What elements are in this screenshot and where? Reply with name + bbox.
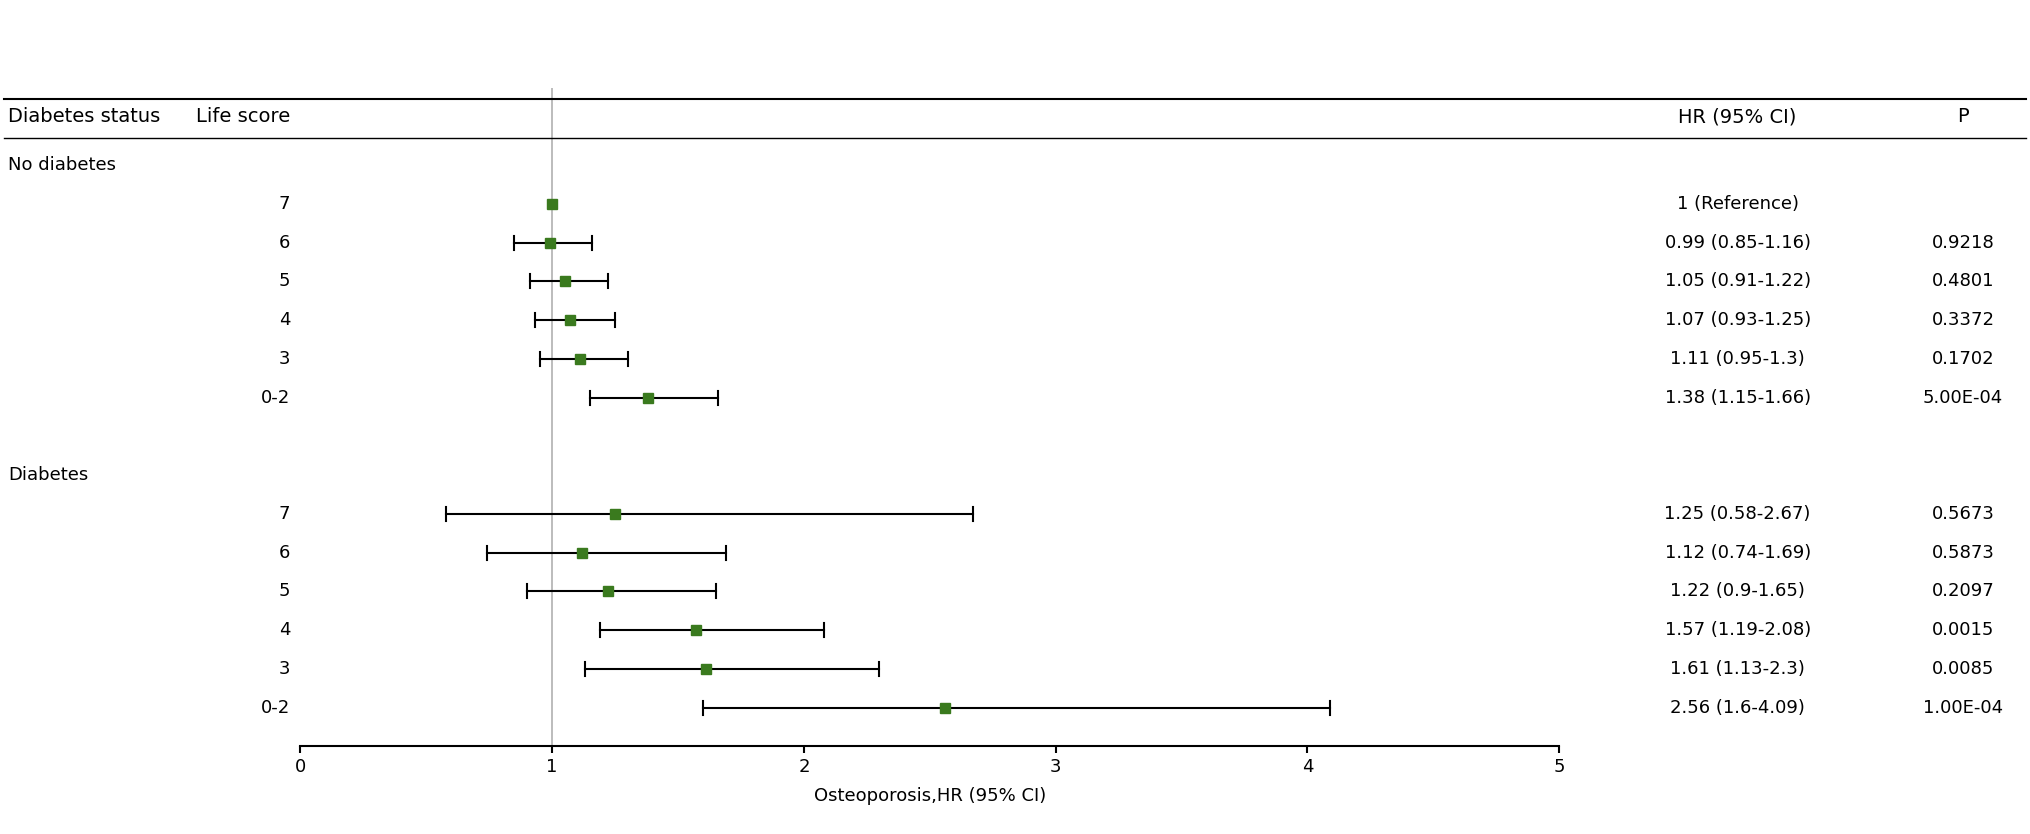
Text: 7: 7 <box>278 505 290 523</box>
Text: 3: 3 <box>278 660 290 678</box>
Text: 1.12 (0.74-1.69): 1.12 (0.74-1.69) <box>1665 544 1811 561</box>
Text: 0-2: 0-2 <box>262 699 290 716</box>
Text: 0-2: 0-2 <box>262 389 290 407</box>
Text: 3: 3 <box>278 350 290 368</box>
Text: 1.61 (1.13-2.3): 1.61 (1.13-2.3) <box>1671 660 1805 678</box>
Text: Diabetes: Diabetes <box>8 466 89 484</box>
Text: HR (95% CI): HR (95% CI) <box>1679 107 1797 126</box>
Text: 0.4801: 0.4801 <box>1933 273 1993 290</box>
Text: 1.22 (0.9-1.65): 1.22 (0.9-1.65) <box>1671 582 1805 600</box>
Text: 1.25 (0.58-2.67): 1.25 (0.58-2.67) <box>1665 505 1811 523</box>
Text: 1.05 (0.91-1.22): 1.05 (0.91-1.22) <box>1665 273 1811 290</box>
Text: 0.0085: 0.0085 <box>1933 660 1993 678</box>
Text: 1.57 (1.19-2.08): 1.57 (1.19-2.08) <box>1665 621 1811 639</box>
Text: 0.5673: 0.5673 <box>1933 505 1993 523</box>
Text: 6: 6 <box>278 544 290 561</box>
Text: 5.00E-04: 5.00E-04 <box>1922 389 2004 407</box>
Text: 0.9218: 0.9218 <box>1933 234 1993 252</box>
X-axis label: Osteoporosis,HR (95% CI): Osteoporosis,HR (95% CI) <box>814 787 1045 806</box>
Text: P: P <box>1957 107 1969 126</box>
Text: 5: 5 <box>278 582 290 600</box>
Text: 6: 6 <box>278 234 290 252</box>
Text: 5: 5 <box>278 273 290 290</box>
Text: 1.38 (1.15-1.66): 1.38 (1.15-1.66) <box>1665 389 1811 407</box>
Text: 7: 7 <box>278 195 290 213</box>
Text: 1.00E-04: 1.00E-04 <box>1922 699 2004 716</box>
Text: 4: 4 <box>278 621 290 639</box>
Text: No diabetes: No diabetes <box>8 156 116 174</box>
Text: 0.99 (0.85-1.16): 0.99 (0.85-1.16) <box>1665 234 1811 252</box>
Text: 1 (Reference): 1 (Reference) <box>1677 195 1799 213</box>
Text: 1.07 (0.93-1.25): 1.07 (0.93-1.25) <box>1665 311 1811 329</box>
Text: 0.2097: 0.2097 <box>1933 582 1993 600</box>
Text: Life score: Life score <box>197 107 290 126</box>
Text: 2.56 (1.6-4.09): 2.56 (1.6-4.09) <box>1671 699 1805 716</box>
Text: 0.3372: 0.3372 <box>1931 311 1995 329</box>
Text: 4: 4 <box>278 311 290 329</box>
Text: 0.5873: 0.5873 <box>1933 544 1993 561</box>
Text: Diabetes status: Diabetes status <box>8 107 160 126</box>
Text: 0.1702: 0.1702 <box>1933 350 1993 368</box>
Text: 1.11 (0.95-1.3): 1.11 (0.95-1.3) <box>1671 350 1805 368</box>
Text: 0.0015: 0.0015 <box>1933 621 1993 639</box>
